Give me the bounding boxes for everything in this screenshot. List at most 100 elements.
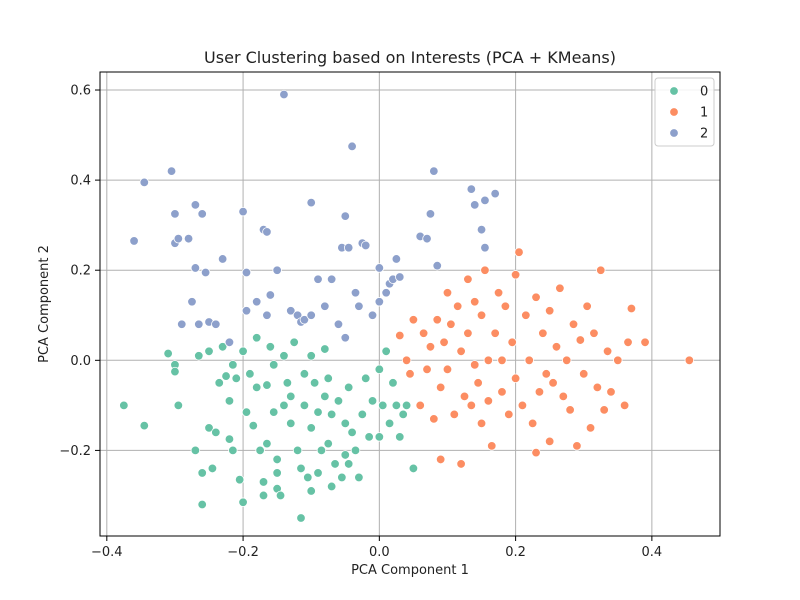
data-point — [265, 290, 276, 300]
data-point — [585, 423, 596, 433]
data-point — [313, 274, 323, 284]
legend-marker — [669, 107, 679, 117]
data-point — [282, 378, 293, 388]
data-point — [470, 200, 480, 210]
data-point — [367, 396, 378, 406]
data-point — [238, 497, 248, 507]
data-point — [228, 445, 238, 456]
data-point — [504, 409, 514, 420]
data-point — [177, 319, 187, 329]
data-point — [221, 371, 231, 381]
data-point — [527, 418, 538, 429]
data-point — [194, 319, 204, 329]
data-point — [350, 288, 361, 298]
data-point — [217, 342, 228, 352]
data-point — [562, 355, 572, 366]
data-point — [456, 459, 466, 469]
data-point — [119, 400, 129, 411]
data-point — [340, 211, 350, 221]
data-point — [388, 378, 398, 388]
data-point — [262, 380, 272, 390]
data-point — [354, 301, 364, 311]
data-point — [258, 477, 269, 487]
data-point — [425, 209, 436, 219]
data-point — [391, 254, 402, 264]
data-point — [483, 355, 494, 366]
data-point — [684, 355, 695, 366]
data-point — [275, 490, 286, 501]
data-point — [129, 236, 139, 246]
data-point — [340, 333, 350, 343]
data-point — [490, 328, 500, 338]
data-point — [442, 364, 453, 375]
data-point — [286, 418, 296, 429]
data-point — [183, 233, 194, 244]
data-point — [575, 335, 586, 345]
data-point — [623, 337, 633, 347]
data-point — [320, 391, 330, 402]
data-point — [343, 459, 354, 469]
data-point — [401, 400, 412, 411]
data-point — [435, 382, 446, 393]
data-point — [204, 346, 214, 357]
data-point — [211, 427, 221, 438]
data-point — [480, 265, 490, 275]
data-point — [374, 297, 385, 307]
data-point — [596, 265, 606, 275]
y-tick-label: 0.6 — [70, 84, 91, 99]
x-tick-label: 0.0 — [369, 545, 390, 560]
series-1 — [395, 247, 695, 469]
legend: 0 1 2 — [654, 77, 715, 147]
data-point — [422, 233, 432, 244]
data-point — [395, 432, 405, 442]
data-point — [197, 499, 207, 510]
chart-title: User Clustering based on Interests (PCA … — [204, 48, 616, 67]
data-point — [306, 197, 316, 208]
data-point — [343, 382, 354, 393]
data-point — [139, 420, 149, 431]
data-point — [626, 303, 637, 314]
data-point — [258, 490, 269, 501]
data-point — [306, 423, 316, 433]
data-point — [510, 270, 521, 280]
legend-label: 2 — [700, 127, 708, 142]
data-point — [269, 407, 279, 417]
data-point — [531, 292, 541, 302]
data-point — [217, 254, 228, 264]
data-point — [299, 369, 310, 379]
data-point — [262, 227, 272, 237]
data-point — [466, 400, 477, 411]
data-point — [361, 373, 371, 384]
data-point — [296, 513, 306, 523]
data-point — [323, 438, 333, 449]
data-point — [340, 418, 350, 429]
data-point — [323, 373, 333, 384]
data-point — [238, 346, 248, 357]
data-point — [470, 297, 480, 307]
data-point — [531, 447, 541, 458]
data-point — [316, 445, 327, 456]
series-2 — [129, 89, 500, 347]
data-point — [272, 454, 282, 465]
data-point — [170, 366, 180, 377]
data-point — [241, 407, 252, 417]
y-axis-label: PCA Component 2 — [37, 245, 52, 363]
y-tick-label: 0.4 — [70, 174, 91, 189]
data-point — [286, 391, 296, 402]
data-point — [163, 348, 173, 359]
grid — [100, 72, 720, 536]
data-point — [579, 369, 589, 379]
data-point — [187, 297, 197, 307]
data-point — [476, 418, 487, 429]
data-point — [190, 263, 201, 273]
data-point — [619, 400, 630, 411]
data-point — [272, 468, 282, 478]
data-point — [309, 378, 320, 388]
data-point — [224, 337, 235, 347]
data-point — [279, 400, 289, 411]
data-point — [354, 472, 364, 483]
data-point — [493, 288, 504, 298]
data-point — [517, 400, 528, 411]
data-point — [200, 267, 211, 278]
